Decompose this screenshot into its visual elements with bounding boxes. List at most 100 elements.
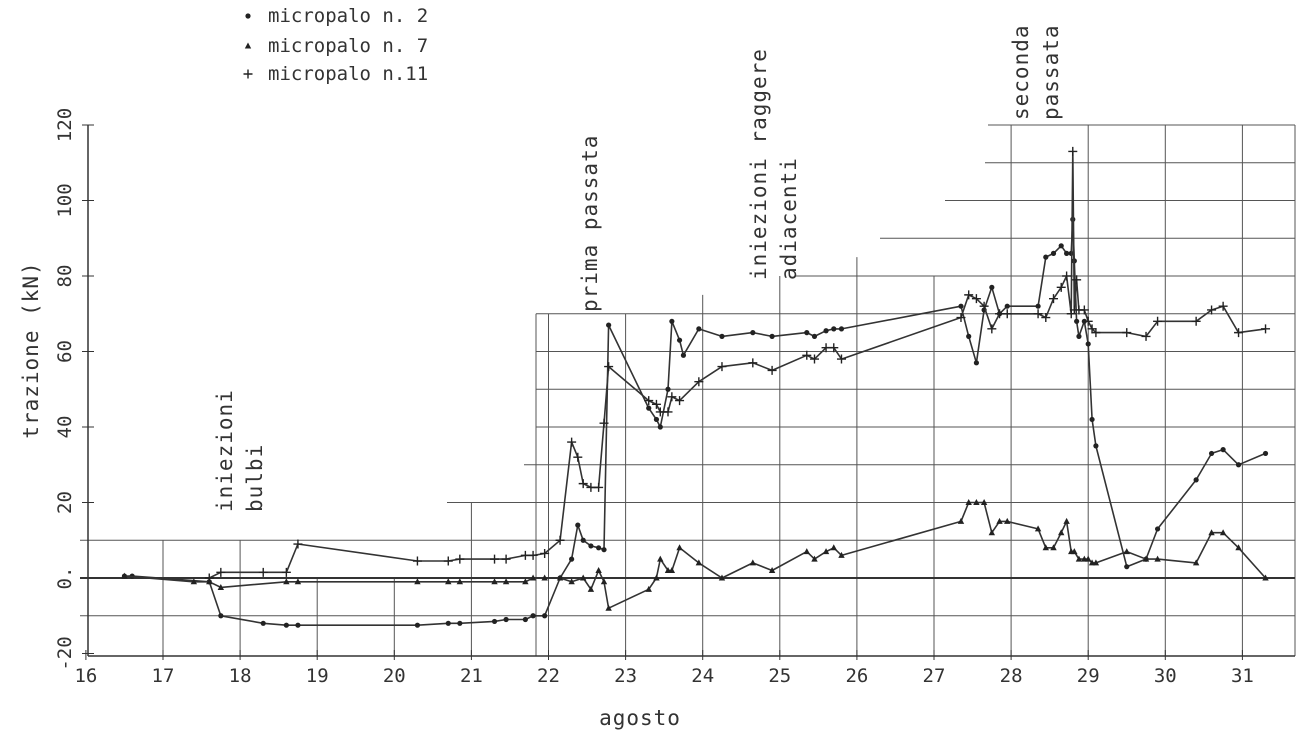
data-point-triangle [1262,574,1269,581]
data-point-dot [445,620,451,626]
data-point-triangle [1192,559,1200,566]
y-tick-label: 20 [54,491,76,514]
x-tick-label: 27 [923,665,946,687]
data-point-plus [663,407,673,417]
data-point-dot [973,360,980,366]
data-point-triangle [1208,529,1215,536]
data-point-dot [676,337,683,343]
data-point-plus [1041,313,1051,323]
x-tick-label: 20 [383,665,406,687]
data-point-triangle [768,566,776,573]
data-point-plus [501,554,511,564]
data-point-plus [1087,324,1097,334]
data-point-dot [769,333,775,339]
data-point-plus [1141,331,1151,341]
data-point-triangle [1142,555,1150,562]
data-point-dot [414,622,421,628]
data-point-dot [831,326,837,332]
data-point-plus [1072,275,1082,285]
x-tick-label: 30 [1154,665,1177,687]
data-point-triangle [217,583,225,590]
data-point-triangle [668,566,676,573]
data-point-dot [1074,318,1080,324]
data-point-triangle [1075,555,1083,562]
annotation-text: adiacenti [777,157,801,280]
data-point-plus [1191,316,1201,326]
data-point-triangle [1004,517,1011,524]
data-point-dot [1076,333,1082,339]
data-point-dot [657,424,663,430]
data-point-dot [811,333,818,339]
data-point-triangle [718,574,726,581]
data-point-dot [218,613,224,619]
data-point-plus [455,554,465,564]
grid [80,124,1296,656]
data-point-triangle [595,566,602,573]
data-point-dot [1235,462,1242,468]
data-point-plus [979,301,989,311]
annotation-text: seconda [1009,24,1033,120]
data-point-triangle [653,574,660,581]
data-point-triangle [529,574,537,581]
data-point-triangle [541,574,548,581]
data-point-plus [1049,294,1059,304]
data-point-triangle [988,529,996,536]
data-point-dot [1093,443,1099,449]
series-1 [121,216,1269,628]
data-point-dot [1124,564,1130,570]
annotation-text: iniezioni [213,389,237,512]
annotation-text: prima passata [578,135,602,312]
data-point-plus [520,550,530,560]
data-point-triangle [973,499,980,505]
data-point-plus [1002,309,1012,319]
data-point-plus [573,452,583,462]
data-point-triangle [838,551,845,558]
data-point-triangle [502,578,510,585]
data-point-dot [596,545,602,551]
data-point-dot [958,303,964,309]
data-point-plus [586,482,596,492]
data-point-dot [750,330,756,336]
x-tick-label: 31 [1231,665,1254,687]
data-point-dot [1035,303,1041,309]
x-tick-label: 19 [306,665,329,687]
data-point-plus [243,69,253,79]
data-point-plus [748,358,758,368]
data-point-plus [651,399,661,409]
series-line [124,218,1266,627]
data-point-plus [412,556,422,566]
data-point-triangle [676,544,683,551]
data-point-plus [1218,301,1228,311]
data-point-plus [443,556,453,566]
data-point-triangle [980,499,988,505]
data-point-dot [1208,450,1215,457]
data-point-dot [966,333,972,339]
x-axis-label: agosto [599,706,681,730]
data-point-triangle [121,572,128,579]
annotation-text: iniezioni raggere [747,48,771,280]
data-point-triangle [1050,544,1057,551]
data-point-triangle [1219,529,1227,536]
data-point-dot [1004,303,1010,309]
data-point-plus [1033,309,1043,319]
data-point-dot [719,333,725,339]
annotation: prima passata [578,135,602,312]
data-point-plus [655,407,665,417]
data-point-dot [1058,243,1064,249]
data-point-triangle [556,574,564,581]
legend: micropalo n. 2 micropalo n. 7 micropalo n.… [243,5,428,85]
data-point-plus [567,437,577,447]
data-point-triangle [414,578,421,585]
x-tick-label: 28 [1000,665,1023,687]
x-tick-label: 21 [460,665,483,687]
axes [80,125,1295,657]
data-point-triangle [522,578,529,585]
data-point-dot [665,386,671,392]
annotation-text: passata [1039,24,1063,120]
data-point-plus [644,396,654,406]
data-point-dot [680,352,687,358]
data-point-plus [1261,324,1271,334]
data-point-plus [281,567,291,577]
x-tick-label: 25 [768,665,791,687]
